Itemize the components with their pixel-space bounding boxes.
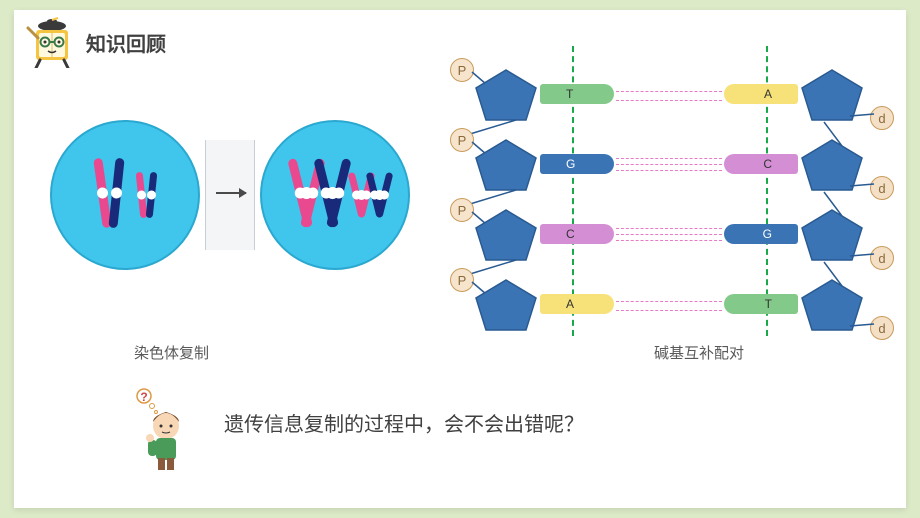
cell-before: [50, 120, 200, 270]
caption-left: 染色体复制: [134, 342, 209, 363]
arrow-icon: [216, 192, 246, 194]
arrow-box: [205, 140, 255, 250]
question-text: 遗传信息复制的过程中，会不会出错呢？: [224, 408, 584, 437]
page-title: 知识回顾: [86, 28, 166, 57]
svg-text:?: ?: [140, 390, 147, 404]
cell-after: [260, 120, 410, 270]
slide: 知识回顾 染色体复制 碱基互补配对 PTAdPGCdPCGdPATd ? 遗传信…: [14, 10, 906, 508]
backbone-link: [444, 46, 894, 346]
dna-diagram: PTAdPGCdPCGdPATd: [444, 46, 894, 336]
header: 知识回顾: [26, 16, 166, 68]
book-mascot-icon: [26, 16, 78, 68]
chromosome-diagram: [50, 120, 410, 340]
thinking-kid-icon: ?: [126, 382, 196, 472]
